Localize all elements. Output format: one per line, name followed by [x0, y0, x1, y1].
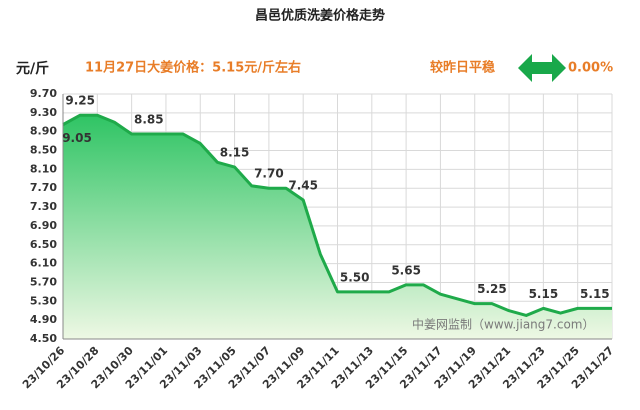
- y-tick-label: 9.70: [30, 87, 57, 100]
- value-label: 9.05: [62, 131, 92, 145]
- value-label: 5.65: [391, 263, 421, 277]
- value-label: 5.15: [529, 287, 559, 301]
- y-tick-label: 9.30: [30, 106, 57, 119]
- value-label: 5.15: [580, 287, 610, 301]
- value-label: 8.15: [220, 146, 250, 160]
- watermark: 中姜网监制（www.jiang7.com）: [412, 317, 594, 332]
- arrow-icon: [518, 54, 566, 82]
- y-tick-label: 6.10: [30, 257, 57, 270]
- line: [62, 113, 612, 317]
- area-fill: [63, 115, 612, 339]
- annotation: 11月27日大姜价格：5.15元/斤左右: [85, 60, 301, 76]
- y-tick-label: 6.50: [30, 238, 57, 251]
- y-tick-label: 5.30: [30, 294, 57, 307]
- y-tick-label: 7.70: [30, 181, 57, 194]
- y-tick-label: 7.30: [30, 200, 57, 213]
- value-label: 5.25: [477, 282, 507, 296]
- y-tick-label: 8.50: [30, 144, 57, 157]
- y-tick-label: 8.10: [30, 162, 57, 175]
- value-label: 7.70: [254, 167, 284, 181]
- value-label: 9.25: [65, 94, 95, 108]
- y-unit: 元/斤: [16, 60, 49, 77]
- status: 较昨日平稳: [430, 60, 495, 76]
- y-tick-label: 4.90: [30, 313, 57, 326]
- change: 0.00%: [568, 61, 613, 76]
- y-tick-label: 6.90: [30, 219, 57, 232]
- value-label: 8.85: [134, 113, 164, 127]
- chart-title: 昌邑优质洗姜价格走势: [255, 8, 385, 24]
- y-tick-label: 8.90: [30, 125, 57, 138]
- y-tick-label: 4.50: [30, 332, 57, 345]
- value-label: 7.45: [288, 179, 318, 193]
- value-label: 5.50: [340, 270, 370, 284]
- y-tick-label: 5.70: [30, 275, 57, 288]
